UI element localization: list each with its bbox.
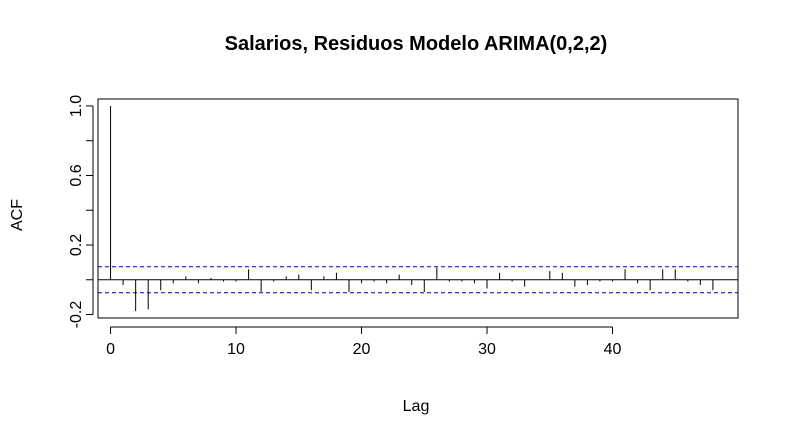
- y-axis-label: ACF: [9, 199, 26, 231]
- chart-title: Salarios, Residuos Modelo ARIMA(0,2,2): [225, 33, 608, 55]
- x-tick-label: 0: [106, 341, 115, 358]
- x-tick-label: 30: [478, 341, 496, 358]
- x-axis: 0 10 20 30 40: [106, 326, 622, 358]
- acf-bars: [110, 105, 714, 312]
- y-tick-label: -0.2: [68, 301, 85, 329]
- plot-frame: [97, 98, 739, 319]
- y-tick-label: 1.0: [68, 95, 85, 117]
- x-axis-label: Lag: [403, 398, 430, 415]
- x-tick-label: 20: [353, 341, 371, 358]
- x-tick-label: 10: [227, 341, 245, 358]
- y-axis: -0.2 0.2 0.6 1.0: [68, 95, 94, 329]
- y-tick-label: 0.6: [68, 164, 85, 186]
- x-tick-label: 40: [604, 341, 622, 358]
- y-tick-label: 0.2: [68, 234, 85, 256]
